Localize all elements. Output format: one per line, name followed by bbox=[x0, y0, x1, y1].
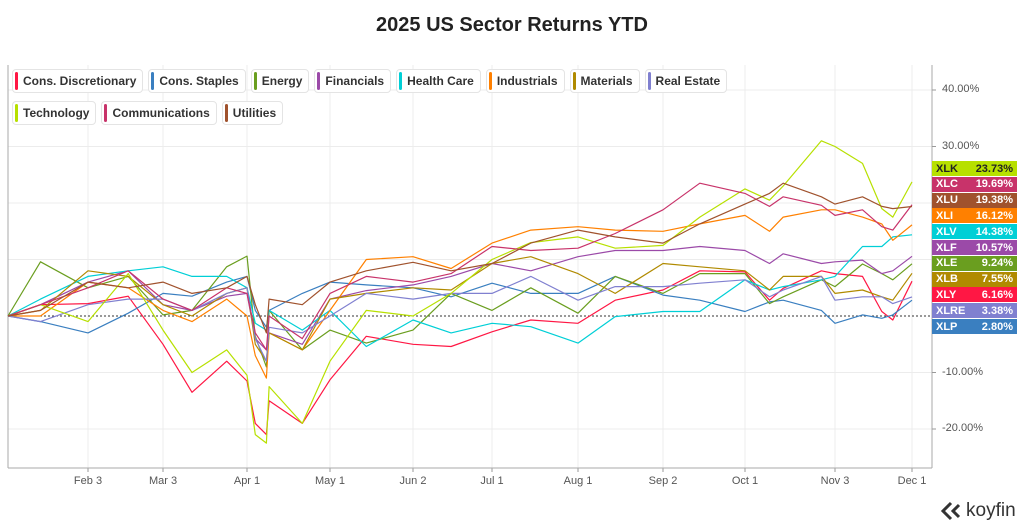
legend-label: Industrials bbox=[496, 74, 558, 88]
end-label-xlv: XLV 14.38% bbox=[932, 224, 1017, 240]
end-label-ticker: XLF bbox=[936, 241, 957, 254]
legend-label: Real Estate bbox=[655, 74, 721, 88]
chart-title: 2025 US Sector Returns YTD bbox=[376, 14, 648, 36]
legend-color-swatch bbox=[104, 104, 108, 122]
end-label-xlre: XLRE 3.38% bbox=[932, 303, 1017, 319]
end-label-xlu: XLU 19.38% bbox=[932, 192, 1017, 208]
legend-item-xlf[interactable]: Financials bbox=[314, 69, 392, 93]
end-label-value: 3.38% bbox=[981, 304, 1013, 317]
legend-item-xlk[interactable]: Technology bbox=[12, 101, 97, 125]
legend-label: Cons. Staples bbox=[159, 74, 239, 88]
series-line-xlv bbox=[7, 234, 913, 348]
end-label-value: 10.57% bbox=[975, 241, 1013, 254]
legend-color-swatch bbox=[151, 72, 155, 90]
end-label-value: 2.80% bbox=[981, 320, 1013, 333]
koyfin-chevrons-icon bbox=[940, 501, 961, 521]
end-label-ticker: XLP bbox=[936, 320, 958, 333]
y-tick-label: 40.00% bbox=[942, 83, 980, 95]
end-label-value: 14.38% bbox=[975, 225, 1013, 238]
legend-color-swatch bbox=[15, 104, 18, 122]
series-line-xlp bbox=[7, 275, 913, 334]
x-tick-label: Jul 1 bbox=[480, 475, 504, 487]
legend-item-xlre[interactable]: Real Estate bbox=[644, 69, 728, 93]
end-label-ticker: XLY bbox=[936, 288, 957, 301]
legend-label: Health Care bbox=[407, 74, 474, 88]
series-line-xlb bbox=[7, 256, 913, 362]
series-line-xlc bbox=[7, 182, 913, 351]
series-line-xli bbox=[8, 209, 913, 379]
legend-label: Technology bbox=[23, 106, 90, 120]
legend-color-swatch bbox=[15, 72, 18, 90]
x-tick-label: Jun 2 bbox=[399, 475, 427, 487]
legend-label: Financials bbox=[325, 74, 385, 88]
legend-item-xlc[interactable]: Communications bbox=[101, 101, 217, 125]
end-label-value: 9.24% bbox=[981, 257, 1013, 270]
end-label-xly: XLY 6.16% bbox=[932, 287, 1017, 303]
series-line-xlk bbox=[7, 140, 913, 444]
legend-color-swatch bbox=[488, 72, 492, 90]
legend-color-swatch bbox=[399, 72, 403, 90]
end-label-xlb: XLB 7.55% bbox=[932, 271, 1017, 287]
x-tick-label: Sep 2 bbox=[648, 475, 678, 487]
x-tick-label: Aug 1 bbox=[563, 475, 593, 487]
legend-item-xle[interactable]: Energy bbox=[250, 69, 310, 93]
legend-label: Energy bbox=[261, 74, 303, 88]
legend-item-xlv[interactable]: Health Care bbox=[396, 69, 481, 93]
x-tick-label: Mar 3 bbox=[148, 475, 178, 487]
end-label-ticker: XLB bbox=[936, 273, 958, 286]
y-tick-label: 30.00% bbox=[942, 139, 980, 152]
end-label-value: 19.38% bbox=[975, 194, 1013, 207]
logo-text: koyfin bbox=[966, 500, 1016, 521]
legend-item-xlb[interactable]: Materials bbox=[569, 69, 640, 93]
series-line-xlu bbox=[7, 182, 913, 334]
legend-label: Cons. Discretionary bbox=[23, 74, 137, 88]
end-label-value: 7.55% bbox=[981, 273, 1013, 286]
end-label-value: 23.73% bbox=[975, 162, 1013, 175]
legend-color-swatch bbox=[224, 104, 228, 122]
end-label-xlf: XLF 10.57% bbox=[932, 240, 1017, 255]
end-label-value: 19.69% bbox=[975, 178, 1013, 191]
legend-color-swatch bbox=[572, 72, 576, 90]
end-label-xlp: XLP 2.80% bbox=[932, 319, 1017, 334]
end-label-ticker: XLU bbox=[936, 194, 958, 207]
end-label-xlc: XLC 19.69% bbox=[932, 176, 1017, 192]
end-label-ticker: XLK bbox=[936, 162, 958, 175]
legend-label: Communications bbox=[112, 106, 210, 120]
legend-item-xli[interactable]: Industrials bbox=[485, 69, 565, 93]
end-label-xlk: XLK 23.73% bbox=[932, 161, 1017, 176]
x-tick-label: May 1 bbox=[315, 475, 345, 487]
legend-item-xlu[interactable]: Utilities bbox=[221, 101, 284, 125]
legend: Cons. Discretionary Cons. Staples Energy Fi… bbox=[12, 69, 812, 125]
series-line-xle bbox=[7, 255, 913, 368]
koyfin-logo: koyfin bbox=[940, 500, 1016, 522]
x-tick-label: Dec 1 bbox=[897, 475, 927, 487]
end-label-ticker: XLV bbox=[936, 225, 957, 238]
end-label-value: 6.16% bbox=[981, 288, 1013, 301]
y-tick-label: -10.00% bbox=[942, 365, 983, 378]
end-label-ticker: XLRE bbox=[936, 304, 966, 317]
legend-color-swatch bbox=[647, 72, 651, 90]
end-label-value: 16.12% bbox=[975, 209, 1013, 222]
legend-color-swatch bbox=[317, 72, 321, 90]
legend-item-xly[interactable]: Cons. Discretionary bbox=[12, 69, 144, 93]
end-label-ticker: XLE bbox=[936, 257, 958, 270]
x-tick-label: Oct 1 bbox=[731, 475, 759, 487]
x-tick-label: Apr 1 bbox=[233, 475, 261, 487]
end-label-xli: XLI 16.12% bbox=[932, 208, 1017, 224]
legend-label: Materials bbox=[580, 74, 633, 88]
y-tick-label: -20.00% bbox=[942, 422, 983, 434]
legend-label: Utilities bbox=[232, 106, 277, 120]
x-tick-label: Feb 3 bbox=[73, 475, 103, 487]
series-line-xly bbox=[7, 270, 913, 436]
legend-color-swatch bbox=[253, 72, 257, 90]
end-label-ticker: XLC bbox=[936, 178, 958, 191]
end-label-xle: XLE 9.24% bbox=[932, 255, 1017, 271]
legend-item-xlp[interactable]: Cons. Staples bbox=[148, 69, 246, 93]
x-tick-label: Nov 3 bbox=[820, 475, 850, 487]
end-label-ticker: XLI bbox=[936, 209, 954, 222]
